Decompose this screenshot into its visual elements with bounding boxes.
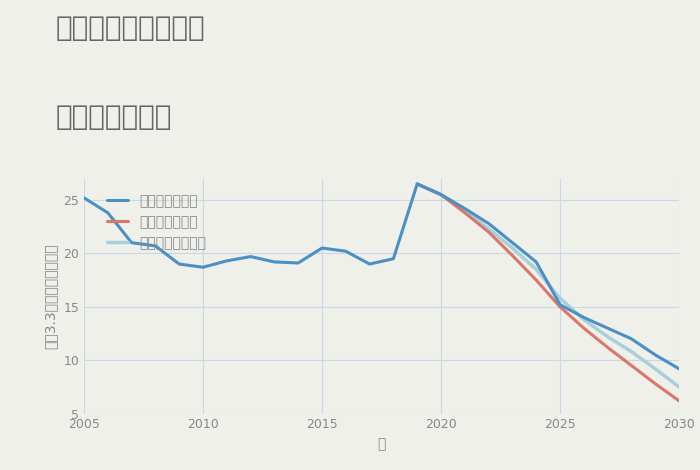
ノーマルシナリオ [556, 296, 564, 301]
バッドシナリオ [603, 345, 612, 350]
グッドシナリオ [246, 254, 255, 259]
グッドシナリオ [437, 192, 445, 197]
ノーマルシナリオ [675, 384, 683, 390]
グッドシナリオ [127, 240, 136, 245]
バッドシナリオ [484, 229, 493, 235]
グッドシナリオ [580, 314, 588, 320]
バッドシナリオ [627, 363, 636, 368]
ノーマルシナリオ [413, 181, 421, 187]
ノーマルシナリオ [508, 245, 517, 251]
Text: 土地の価格推移: 土地の価格推移 [56, 103, 172, 132]
グッドシナリオ [342, 249, 350, 254]
X-axis label: 年: 年 [377, 437, 386, 451]
グッドシナリオ [223, 258, 231, 264]
グッドシナリオ [413, 181, 421, 187]
グッドシナリオ [294, 260, 302, 266]
Line: ノーマルシナリオ: ノーマルシナリオ [417, 184, 679, 387]
ノーマルシナリオ [461, 208, 469, 213]
バッドシナリオ [556, 304, 564, 310]
グッドシナリオ [508, 240, 517, 245]
グッドシナリオ [461, 206, 469, 212]
グッドシナリオ [80, 195, 88, 201]
グッドシナリオ [199, 265, 207, 270]
グッドシナリオ [175, 261, 183, 267]
グッドシナリオ [104, 210, 112, 216]
グッドシナリオ [556, 302, 564, 307]
グッドシナリオ [151, 243, 160, 249]
ノーマルシナリオ [603, 334, 612, 339]
グッドシナリオ [484, 220, 493, 226]
ノーマルシナリオ [532, 266, 540, 272]
バッドシナリオ [437, 192, 445, 197]
グッドシナリオ [532, 259, 540, 265]
グッドシナリオ [651, 352, 659, 358]
バッドシナリオ [651, 381, 659, 386]
グッドシナリオ [627, 336, 636, 342]
グッドシナリオ [318, 245, 326, 251]
ノーマルシナリオ [580, 317, 588, 322]
ノーマルシナリオ [437, 192, 445, 197]
バッドシナリオ [461, 210, 469, 216]
グッドシナリオ [603, 325, 612, 331]
バッドシナリオ [532, 277, 540, 283]
Legend: グッドシナリオ, バッドシナリオ, ノーマルシナリオ: グッドシナリオ, バッドシナリオ, ノーマルシナリオ [103, 190, 210, 254]
Line: バッドシナリオ: バッドシナリオ [417, 184, 679, 401]
ノーマルシナリオ [484, 226, 493, 232]
グッドシナリオ [675, 366, 683, 372]
ノーマルシナリオ [627, 349, 636, 354]
グッドシナリオ [365, 261, 374, 267]
グッドシナリオ [270, 259, 279, 265]
バッドシナリオ [508, 253, 517, 258]
Y-axis label: 坪（3.3㎡）単価（万円）: 坪（3.3㎡）単価（万円） [43, 243, 57, 349]
バッドシナリオ [413, 181, 421, 187]
Text: 千葉県市原市瀬又の: 千葉県市原市瀬又の [56, 14, 206, 42]
ノーマルシナリオ [651, 366, 659, 372]
Line: グッドシナリオ: グッドシナリオ [84, 184, 679, 369]
バッドシナリオ [675, 398, 683, 404]
グッドシナリオ [389, 256, 398, 261]
バッドシナリオ [580, 325, 588, 331]
